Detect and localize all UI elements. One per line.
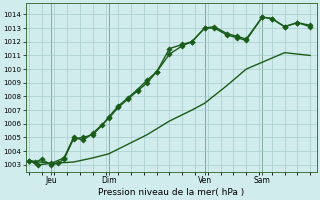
- X-axis label: Pression niveau de la mer( hPa ): Pression niveau de la mer( hPa ): [98, 188, 244, 197]
